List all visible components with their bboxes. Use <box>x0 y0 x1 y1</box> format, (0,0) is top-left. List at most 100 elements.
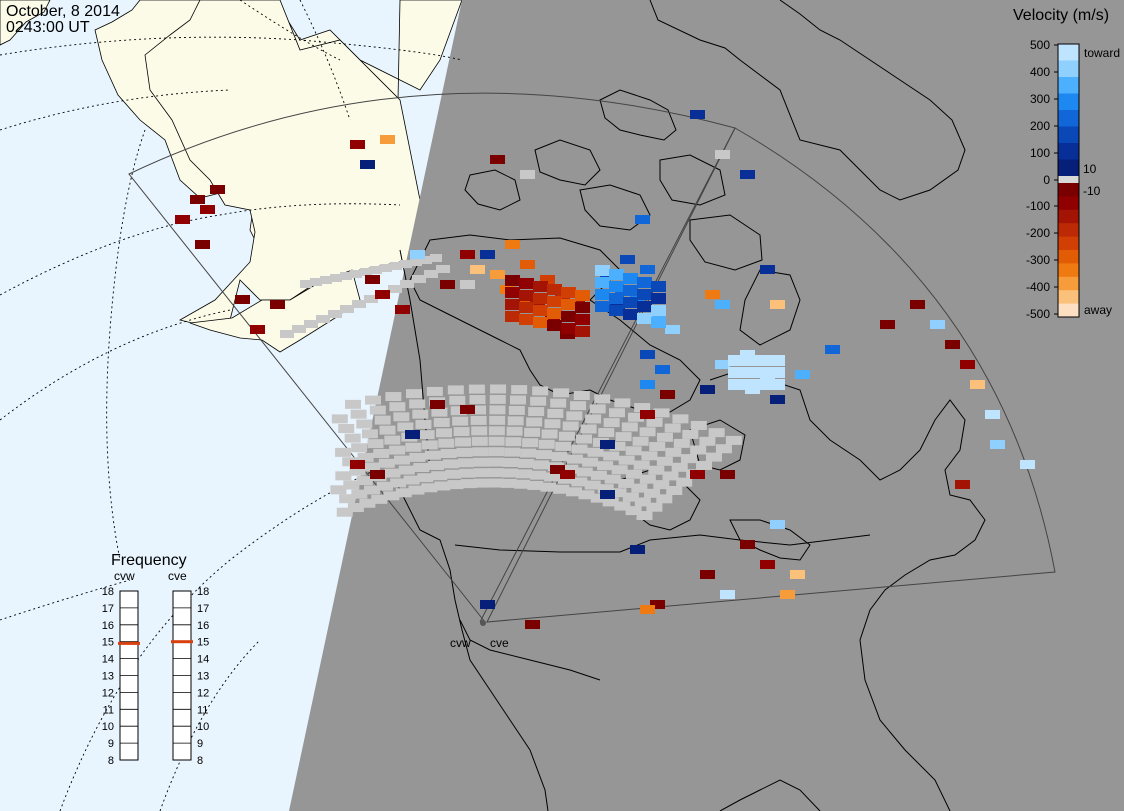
ground-scatter-cell <box>533 460 550 470</box>
ground-scatter-cell <box>378 458 395 468</box>
ground-scatter-cell <box>715 444 732 454</box>
backscatter-cell <box>945 340 960 349</box>
graticule <box>0 0 463 811</box>
ground-scatter-cell <box>488 436 505 446</box>
backscatter-cell <box>970 380 985 389</box>
colorbar-swatch-away <box>1058 209 1079 224</box>
backscatter-cell <box>742 355 757 366</box>
timestamp-date: October, 8 2014 <box>6 3 120 20</box>
ground-scatter-cell <box>639 474 656 484</box>
backscatter-cell <box>690 110 705 119</box>
ground-scatter-cell <box>450 406 467 416</box>
ground-scatter-cell <box>508 405 525 415</box>
ground-scatter-cell <box>384 435 401 445</box>
ground-scatter-cell <box>516 469 533 479</box>
ground-scatter-cell <box>633 460 650 470</box>
ground-scatter-cell <box>380 264 392 272</box>
ground-scatter-cell <box>594 394 611 404</box>
ground-scatter-cell <box>421 483 438 493</box>
backscatter-cell <box>360 160 375 169</box>
ground-scatter-cell <box>473 468 490 478</box>
backscatter-cell <box>770 395 785 404</box>
backscatter-cell <box>728 379 743 390</box>
timestamp-time: 0243:00 UT <box>6 19 90 36</box>
ground-scatter-cell <box>576 467 593 477</box>
backscatter-cell <box>545 315 560 324</box>
ground-scatter-cell <box>664 423 681 433</box>
backscatter-cell <box>610 300 625 309</box>
backscatter-cell <box>700 570 715 579</box>
ground-scatter-cell <box>428 460 445 470</box>
ground-scatter-cell <box>361 429 378 439</box>
backscatter-cell <box>651 293 666 304</box>
ground-scatter-cell <box>415 419 432 429</box>
ground-scatter-cell <box>682 429 699 439</box>
ground-scatter-cell <box>488 426 505 436</box>
colorbar-tick-label: -500 <box>1026 307 1050 321</box>
backscatter-cell <box>640 350 655 359</box>
ground-scatter-cell <box>433 417 450 427</box>
ground-scatter-cell <box>590 470 607 480</box>
radar-site-cvw <box>480 620 486 626</box>
backscatter-cell <box>650 600 665 609</box>
ground-scatter-cell <box>460 479 477 489</box>
colorbar-tick-label: -10 <box>1083 184 1101 198</box>
ground-scatter-cell <box>447 480 464 490</box>
ground-scatter-cell <box>385 392 402 402</box>
ground-scatter-cell <box>699 436 716 446</box>
backscatter-cell <box>715 150 730 159</box>
frequency-level-label: 13 <box>197 671 209 683</box>
ground-scatter-cell <box>339 494 356 504</box>
ground-scatter-cell <box>469 395 486 405</box>
ground-scatter-cell <box>505 437 522 447</box>
ground-scatter-cell <box>417 473 434 483</box>
backscatter-cell <box>405 430 420 439</box>
ground-scatter-cell <box>438 438 455 448</box>
frequency-level-label: 18 <box>102 586 114 598</box>
ground-scatter-cell <box>300 280 312 288</box>
ground-scatter-cell <box>631 483 648 493</box>
ground-scatter-cell <box>566 487 583 497</box>
ground-scatter-cell <box>562 421 579 431</box>
ground-scatter-cell <box>280 330 294 338</box>
ground-scatter-cell <box>336 507 353 517</box>
ground-scatter-cell <box>445 469 462 479</box>
backscatter-cell <box>561 323 576 334</box>
backscatter-cell <box>637 277 652 288</box>
ground-scatter-cell <box>455 437 472 447</box>
ground-scatter-cell <box>576 434 593 444</box>
colorbar-swatch-toward <box>1058 110 1079 127</box>
colorbar-swatch-away <box>1058 223 1079 238</box>
ground-scatter-cell <box>621 422 638 432</box>
backscatter-cell <box>930 320 945 329</box>
backscatter-cell <box>519 314 534 325</box>
ground-scatter-cell <box>474 478 491 488</box>
ground-scatter-cell <box>343 480 360 490</box>
velocity-colorbar: Velocity (m/s) 500400300200100100-10-100… <box>1005 0 1124 332</box>
ground-scatter-cell <box>566 411 583 421</box>
ground-scatter-cell <box>625 506 642 516</box>
ground-scatter-cell <box>412 275 426 283</box>
backscatter-cell <box>640 410 655 419</box>
ground-scatter-cell <box>611 465 628 475</box>
ground-scatter-cell <box>331 414 348 424</box>
ground-scatter-cell <box>598 428 615 438</box>
ground-scatter-cell <box>527 480 544 490</box>
ground-scatter-cell <box>520 448 537 458</box>
ground-scatter-cell <box>550 398 567 408</box>
frequency-level-label: 14 <box>197 654 209 666</box>
colorbar-tick-label: 200 <box>1030 119 1050 133</box>
ground-scatter-cell <box>359 498 376 508</box>
ground-scatter-cell <box>666 485 683 495</box>
frequency-level-label: 10 <box>102 721 114 733</box>
backscatter-cell <box>575 290 590 301</box>
ground-scatter-cell <box>580 424 597 434</box>
colorbar-swatch-away <box>1058 250 1079 264</box>
backscatter-cell <box>575 302 590 313</box>
backscatter-cell <box>742 367 757 378</box>
ground-scatter-cell <box>398 465 415 475</box>
radar-label-cvw: cvw <box>450 636 471 650</box>
backscatter-cell <box>375 290 390 299</box>
ground-scatter-cell <box>503 458 520 468</box>
